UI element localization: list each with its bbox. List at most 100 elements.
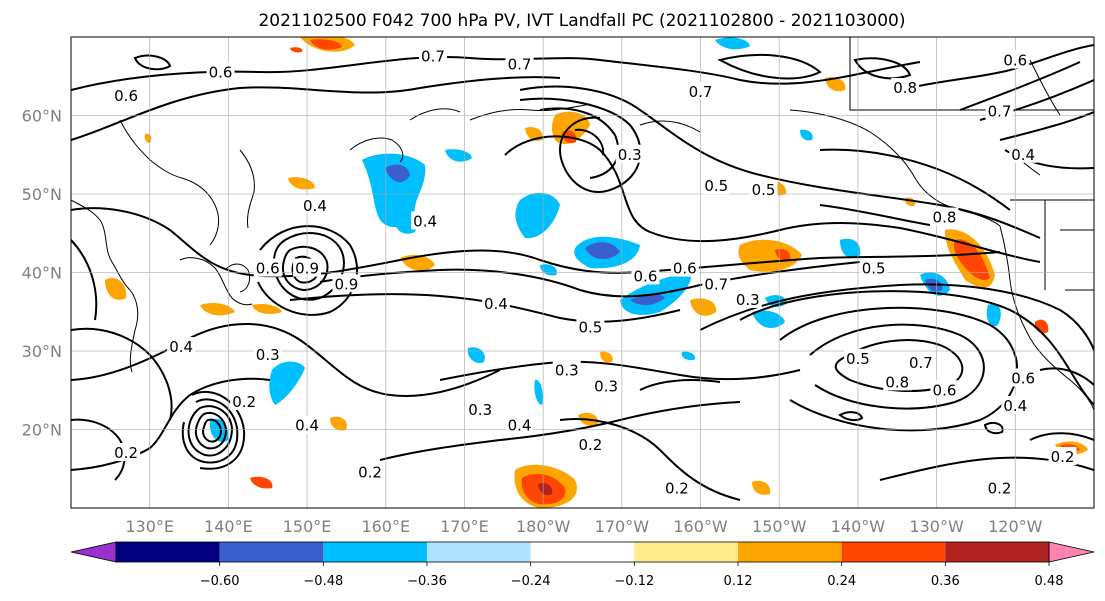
contour-label: 0.4 [1011,146,1035,164]
contour-label-background [552,360,581,379]
contour-label: 0.7 [689,83,713,101]
map-area: 0.60.7 0.70.6 0.70.30.5 0.50.40.40.90.60.9 0… [70,36,1095,509]
longitude-tick-label: 120°W [988,517,1043,536]
contour-label: 0.6 [933,381,957,399]
contour-label-background [702,274,731,293]
colorbar-tick-label: −0.60 [200,574,240,589]
contour-label-background [253,344,282,363]
colorbar-segment [841,542,946,562]
colorbar-tick-label: −0.36 [407,574,447,589]
longitude-tick-label: 150°E [283,517,332,536]
contour-label: 0.5 [752,181,776,199]
contour-label: 0.4 [508,417,532,435]
contour-label: 0.6 [114,87,138,105]
contour-label: 0.7 [421,48,445,66]
contour-label: 0.2 [358,464,382,482]
contour-label: 0.9 [334,275,358,293]
contour-label: 0.2 [1051,448,1075,466]
contour-label-background [930,380,959,399]
longitude-tick-label: 170°E [440,517,489,536]
colorbar-tick-label: −0.48 [303,574,343,589]
contour-label-background [906,352,935,371]
colorbar-segment [323,542,427,562]
contour-label-background [1001,50,1030,69]
contour-label: 0.5 [862,260,886,278]
contour-label-background [843,348,872,367]
contour-label-background [985,478,1014,497]
colorbar-segment [219,542,324,562]
contour-label: 0.7 [508,55,532,73]
colorbar-tick-label: 0.48 [1035,574,1064,589]
contour-label: 0.4 [1003,397,1027,415]
contour-label-background [206,62,235,81]
colorbar-tick-label: −0.24 [511,574,551,589]
contour-label-background [702,176,731,195]
colorbar-tick-label: −0.12 [614,574,654,589]
contour-label-background [418,46,447,65]
contour-label-background [985,101,1014,120]
contour-label-background [576,317,605,336]
contour-label: 0.6 [256,260,280,278]
contour-labels: 0.60.7 0.70.6 0.70.30.5 0.50.40.40.90.60.9 0… [112,46,1077,497]
longitude-tick-label: 160°E [361,517,410,536]
longitude-tick-label: 140°W [831,517,886,536]
longitude-tick-labels: 130°E 140°E 150°E 160°E 170°E 180°W 170°W 160°W… [125,517,1042,536]
colorbar: −0.60 −0.48 −0.36 −0.24 −0.12 0.12 0.24 0.36 0.4… [70,541,1095,589]
contour-label: 0.4 [295,417,319,435]
colorbar-segment [945,542,1049,562]
longitude-tick-label: 130°E [125,517,174,536]
contour-label: 0.2 [232,393,256,411]
longitude-tick-label: 130°W [909,517,964,536]
contour-label-background [293,415,322,434]
longitude-tick-label: 180°W [516,517,571,536]
map-frame [70,36,1095,509]
contour-label: 0.3 [555,362,579,380]
contour-label-background [859,258,888,277]
contour-label: 0.2 [988,479,1012,497]
contour-label: 0.3 [618,146,642,164]
contour-label: 0.7 [909,354,933,372]
contour-label: 0.5 [846,350,870,368]
contour-label-background [592,376,621,395]
contour-label-background [615,144,644,163]
contour-label-background [332,274,361,293]
graticule [71,37,1094,508]
contour-label-background [733,289,762,308]
contour-label: 0.5 [578,318,602,336]
colorbar-segment [116,542,220,562]
contour-label-background [293,258,322,277]
colorbar-segment [634,542,738,562]
contour-label-background [670,258,699,277]
contour-label-background [749,180,778,199]
contour-label: 0.8 [933,209,957,227]
contour-label-background [662,478,691,497]
contour-label-background [1001,395,1030,414]
contour-label-background [167,337,196,356]
contour-label-background [631,266,660,285]
contour-label-background [1009,368,1038,387]
contour-label: 0.6 [1011,369,1035,387]
contour-label: 0.2 [578,436,602,454]
contour-label-background [253,258,282,277]
longitude-tick-label: 150°W [752,517,807,536]
contour-label: 0.4 [169,338,193,356]
latitude-tick-label: 30°N [22,342,62,361]
longitude-tick-label: 140°E [204,517,253,536]
colorbar-tick-label: 0.12 [724,574,753,589]
latitude-tick-label: 40°N [22,264,62,283]
contour-label: 0.3 [594,377,618,395]
longitude-tick-label: 170°W [595,517,650,536]
contour-label: 0.5 [704,177,728,195]
contour-label: 0.3 [736,291,760,309]
colorbar-tick-label: 0.24 [827,574,856,589]
contour-label-background [576,435,605,454]
contour-label: 0.8 [885,373,909,391]
longitude-tick-label: 160°W [673,517,728,536]
contour-label-background [883,372,912,391]
contour-label: 0.4 [484,295,508,313]
contour-label-background [1048,446,1077,465]
contour-label-background [411,211,440,230]
contour-label-background [230,392,259,411]
contour-label: 0.7 [988,103,1012,121]
